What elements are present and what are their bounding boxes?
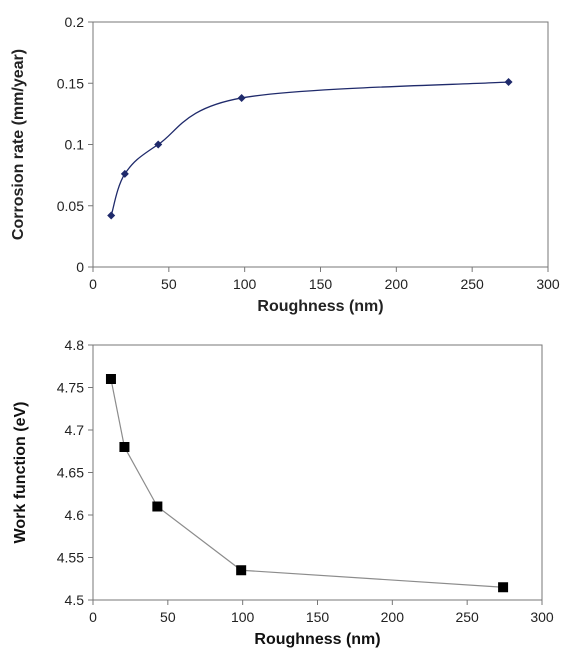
data-point bbox=[119, 442, 130, 452]
x-tick-label: 250 bbox=[455, 609, 479, 625]
x-tick-label: 250 bbox=[460, 276, 484, 292]
x-tick-label: 200 bbox=[381, 609, 405, 625]
y-tick-label: 0 bbox=[76, 259, 84, 275]
x-tick-label: 100 bbox=[233, 276, 257, 292]
data-point bbox=[237, 93, 246, 102]
data-point bbox=[504, 78, 513, 87]
series-line bbox=[110, 81, 509, 216]
data-points bbox=[107, 78, 513, 220]
data-point bbox=[236, 565, 247, 576]
y-axis-ticks: 4.5 4.55 4.6 4.65 4.7 4.75 4.8 bbox=[57, 337, 93, 608]
y-tick-label: 0.2 bbox=[65, 14, 85, 30]
y-tick-label: 0.1 bbox=[65, 137, 85, 153]
data-point bbox=[498, 582, 509, 593]
data-point bbox=[105, 374, 116, 384]
y-axis-ticks: 0 0.05 0.1 0.15 0.2 bbox=[57, 14, 93, 275]
x-axis-ticks: 0 50 100 150 200 250 300 bbox=[89, 600, 554, 625]
x-tick-label: 50 bbox=[160, 609, 176, 625]
x-tick-label: 200 bbox=[385, 276, 409, 292]
y-tick-label: 4.55 bbox=[57, 550, 84, 566]
x-tick-label: 150 bbox=[309, 276, 333, 292]
y-tick-label: 0.05 bbox=[57, 198, 84, 214]
plot-area-frame bbox=[92, 344, 543, 601]
data-points bbox=[105, 374, 509, 593]
chart-work-function: 0 50 100 150 200 250 300 4.5 4.55 4.6 4.65 4.7 4.75… bbox=[12, 337, 554, 648]
data-point bbox=[154, 140, 163, 149]
y-tick-label: 4.75 bbox=[57, 380, 84, 396]
series-line bbox=[110, 378, 504, 588]
x-tick-label: 100 bbox=[231, 609, 255, 625]
y-tick-label: 4.65 bbox=[57, 465, 84, 481]
x-tick-label: 50 bbox=[161, 276, 177, 292]
data-point bbox=[120, 169, 129, 178]
y-tick-label: 0.15 bbox=[57, 75, 84, 91]
y-tick-label: 4.6 bbox=[65, 507, 85, 523]
x-tick-label: 0 bbox=[89, 276, 97, 292]
data-point bbox=[107, 211, 116, 220]
x-tick-label: 300 bbox=[530, 609, 554, 625]
y-tick-label: 4.7 bbox=[65, 422, 85, 438]
y-tick-label: 4.8 bbox=[65, 337, 85, 353]
x-axis-ticks: 0 50 100 150 200 250 300 bbox=[89, 267, 560, 292]
y-tick-label: 4.5 bbox=[65, 592, 85, 608]
data-point bbox=[152, 501, 163, 512]
x-tick-label: 0 bbox=[89, 609, 97, 625]
x-tick-label: 300 bbox=[536, 276, 560, 292]
x-axis-title: Roughness (nm) bbox=[257, 298, 383, 315]
y-axis-title: Work function (eV) bbox=[12, 402, 29, 544]
y-axis-title: Corrosion rate (mm/year) bbox=[10, 49, 27, 240]
x-axis-title: Roughness (nm) bbox=[254, 631, 380, 648]
chart-corrosion-rate: 0 50 100 150 200 250 300 0 0.05 0.1 0.15 0.2 Rough… bbox=[10, 14, 560, 315]
x-tick-label: 150 bbox=[306, 609, 330, 625]
